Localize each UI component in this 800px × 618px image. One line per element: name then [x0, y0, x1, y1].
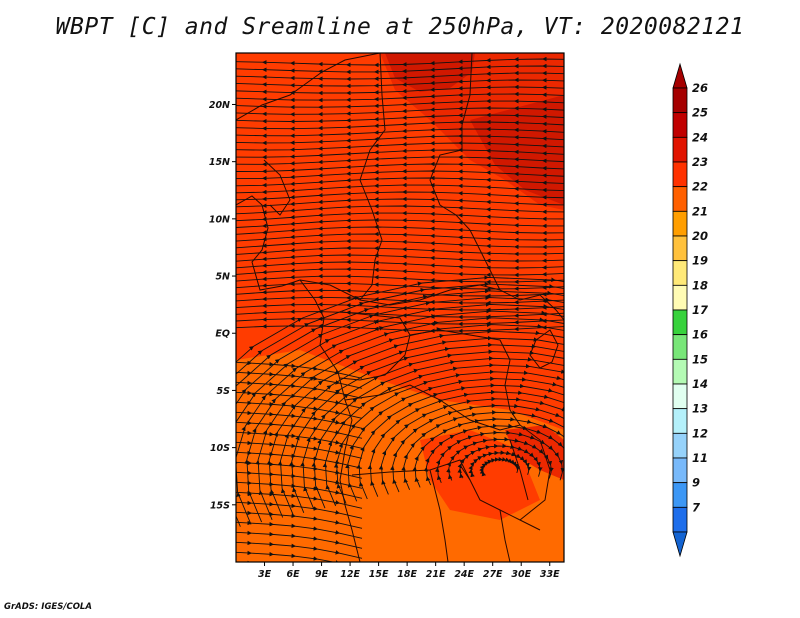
colorbar-swatch: [672, 457, 688, 484]
streamline: [236, 390, 363, 409]
colorbar-label: 20: [692, 229, 708, 243]
colorbar-label: 12: [692, 426, 708, 440]
chart-title: WBPT [C] and Sreamline at 250hPa, VT: 20…: [55, 14, 745, 40]
lat-tick-label: 15S: [210, 500, 230, 511]
colorbar-swatch: [672, 383, 688, 410]
colorbar-label: 23: [692, 155, 708, 169]
streamline: [236, 550, 340, 562]
colorbar-label: 22: [692, 180, 708, 194]
map-frame: [235, 52, 565, 563]
lon-tick-label: 24E: [454, 569, 474, 580]
lat-tick-label: 20N: [209, 100, 230, 111]
streamline: [236, 450, 363, 469]
colorbar-swatch: [672, 358, 688, 385]
colorbar-swatch: [672, 482, 688, 508]
colorbar-swatch: [672, 136, 688, 163]
streamline: [236, 430, 363, 449]
colorbar-label: 13: [692, 402, 708, 416]
streamline: [236, 400, 363, 419]
lat-tick-label: 5N: [215, 272, 230, 283]
lat-tick-label: 10N: [209, 214, 230, 225]
streamline: [236, 380, 363, 399]
lon-tick-label: 27E: [483, 569, 503, 580]
lon-tick-label: 30E: [511, 569, 531, 580]
streamline: [236, 410, 363, 429]
map-plot-area: [236, 53, 564, 562]
streamline: [236, 460, 363, 479]
colorbar-label: 16: [692, 328, 708, 342]
streamline: [236, 530, 363, 549]
lon-tick-label: 33E: [540, 569, 560, 580]
colorbar-swatch: [672, 260, 688, 286]
colorbar-label: 9: [692, 476, 700, 490]
colorbar-label: 24: [692, 130, 708, 144]
colorbar-swatch: [672, 112, 688, 138]
colorbar-bottom-arrow: [672, 531, 688, 558]
colorbar: 26 25 24 23 22 21 20 19 18 17 16 15 14 13 12 11 9 7: [672, 62, 708, 558]
colorbar-label: 26: [692, 81, 708, 95]
streamline: [236, 490, 363, 509]
streamline: [236, 500, 363, 519]
longitude-axis: 3E 6E 9E 12E 15E 18E 21E 24E 27E 30E 33E: [258, 562, 560, 580]
colorbar-swatch: [672, 432, 688, 459]
colorbar-top-arrow: [672, 62, 688, 89]
colorbar-label: 15: [692, 352, 708, 366]
colorbar-label: 11: [692, 451, 708, 465]
lat-tick-label: 15N: [209, 157, 230, 168]
streamline: [236, 520, 363, 539]
streamline: [236, 370, 363, 389]
colorbar-swatch: [672, 186, 688, 212]
colorbar-swatch: [672, 408, 688, 434]
colorbar-label: 21: [692, 204, 708, 218]
streamlines: [236, 56, 564, 562]
colorbar-swatch: [672, 284, 688, 311]
streamline: [236, 420, 363, 439]
lon-tick-label: 21E: [426, 569, 446, 580]
grads-credit: GrADS: IGES/COLA: [4, 602, 92, 612]
colorbar-swatch: [672, 506, 688, 533]
colorbar-label: 19: [692, 254, 708, 268]
colorbar-label: 17: [692, 303, 708, 317]
streamline: [236, 360, 363, 379]
colorbar-label: 18: [692, 278, 708, 292]
latitude-axis: 20N 15N 10N 5N EQ 5S 10S 15S: [209, 100, 236, 511]
colorbar-label: 14: [692, 377, 708, 391]
colorbar-swatch: [672, 161, 688, 188]
colorbar-swatch: [672, 210, 688, 237]
colorbar-swatch: [672, 334, 688, 360]
streamline: [236, 440, 363, 459]
colorbar-swatch: [672, 87, 688, 114]
streamline: [236, 540, 363, 559]
colorbar-label: 25: [692, 106, 708, 120]
border-botswana: [499, 509, 511, 562]
lon-tick-label: 18E: [397, 569, 417, 580]
colorbar-swatch: [672, 235, 688, 262]
streamline: [236, 470, 363, 489]
colorbar-label: 7: [692, 500, 700, 514]
streamline: [236, 480, 363, 499]
lat-tick-label: EQ: [215, 329, 230, 340]
streamline: [236, 275, 564, 502]
streamline: [236, 510, 363, 529]
lon-tick-label: 12E: [340, 569, 360, 580]
colorbar-swatch: [672, 309, 688, 336]
lon-tick-label: 3E: [258, 569, 272, 580]
lat-tick-label: 5S: [217, 386, 231, 397]
lon-tick-label: 6E: [286, 569, 300, 580]
lon-tick-label: 9E: [315, 569, 329, 580]
lat-tick-label: 10S: [210, 443, 230, 454]
lon-tick-label: 15E: [369, 569, 389, 580]
